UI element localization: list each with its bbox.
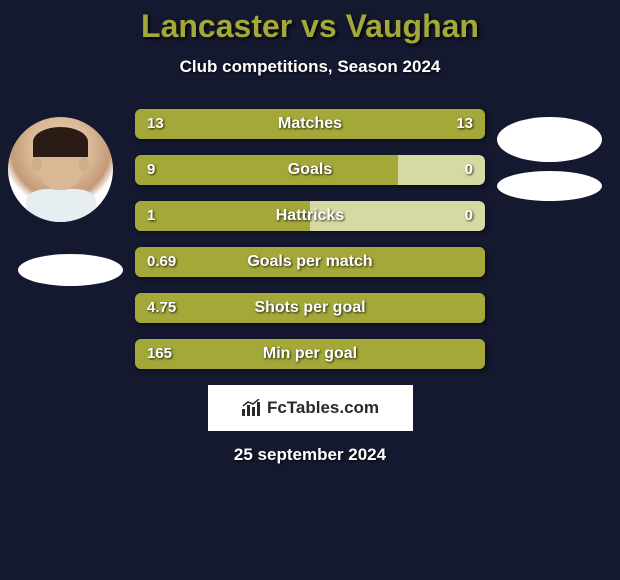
stat-row: 13Matches13	[135, 109, 485, 139]
stat-row: 165Min per goal	[135, 339, 485, 369]
stat-row: 4.75Shots per goal	[135, 293, 485, 323]
stat-right-value: 0	[465, 155, 473, 185]
stat-label: Min per goal	[135, 339, 485, 369]
page-title: Lancaster vs Vaughan	[0, 8, 620, 45]
date-label: 25 september 2024	[10, 445, 610, 465]
stat-label: Shots per goal	[135, 293, 485, 323]
stat-bars: 13Matches13 9Goals0 1Hattricks0 0.69Goals p…	[135, 109, 485, 369]
player-left-avatar	[8, 117, 113, 222]
compare-area: 13Matches13 9Goals0 1Hattricks0 0.69Goals p…	[0, 109, 620, 465]
player-left-name-pill	[18, 254, 123, 286]
stat-label: Matches	[135, 109, 485, 139]
stat-row: 9Goals0	[135, 155, 485, 185]
stat-label: Hattricks	[135, 201, 485, 231]
stat-right-value: 0	[465, 201, 473, 231]
chart-icon	[241, 399, 261, 417]
stat-row: 1Hattricks0	[135, 201, 485, 231]
subtitle: Club competitions, Season 2024	[0, 57, 620, 77]
player-right-name-pill	[497, 171, 602, 201]
attribution-text: FcTables.com	[267, 398, 379, 418]
stat-label: Goals	[135, 155, 485, 185]
attribution-badge: FcTables.com	[208, 385, 413, 431]
player-right-avatar	[497, 117, 602, 162]
stat-label: Goals per match	[135, 247, 485, 277]
comparison-card: Lancaster vs Vaughan Club competitions, …	[0, 0, 620, 580]
stat-row: 0.69Goals per match	[135, 247, 485, 277]
stat-right-value: 13	[456, 109, 473, 139]
